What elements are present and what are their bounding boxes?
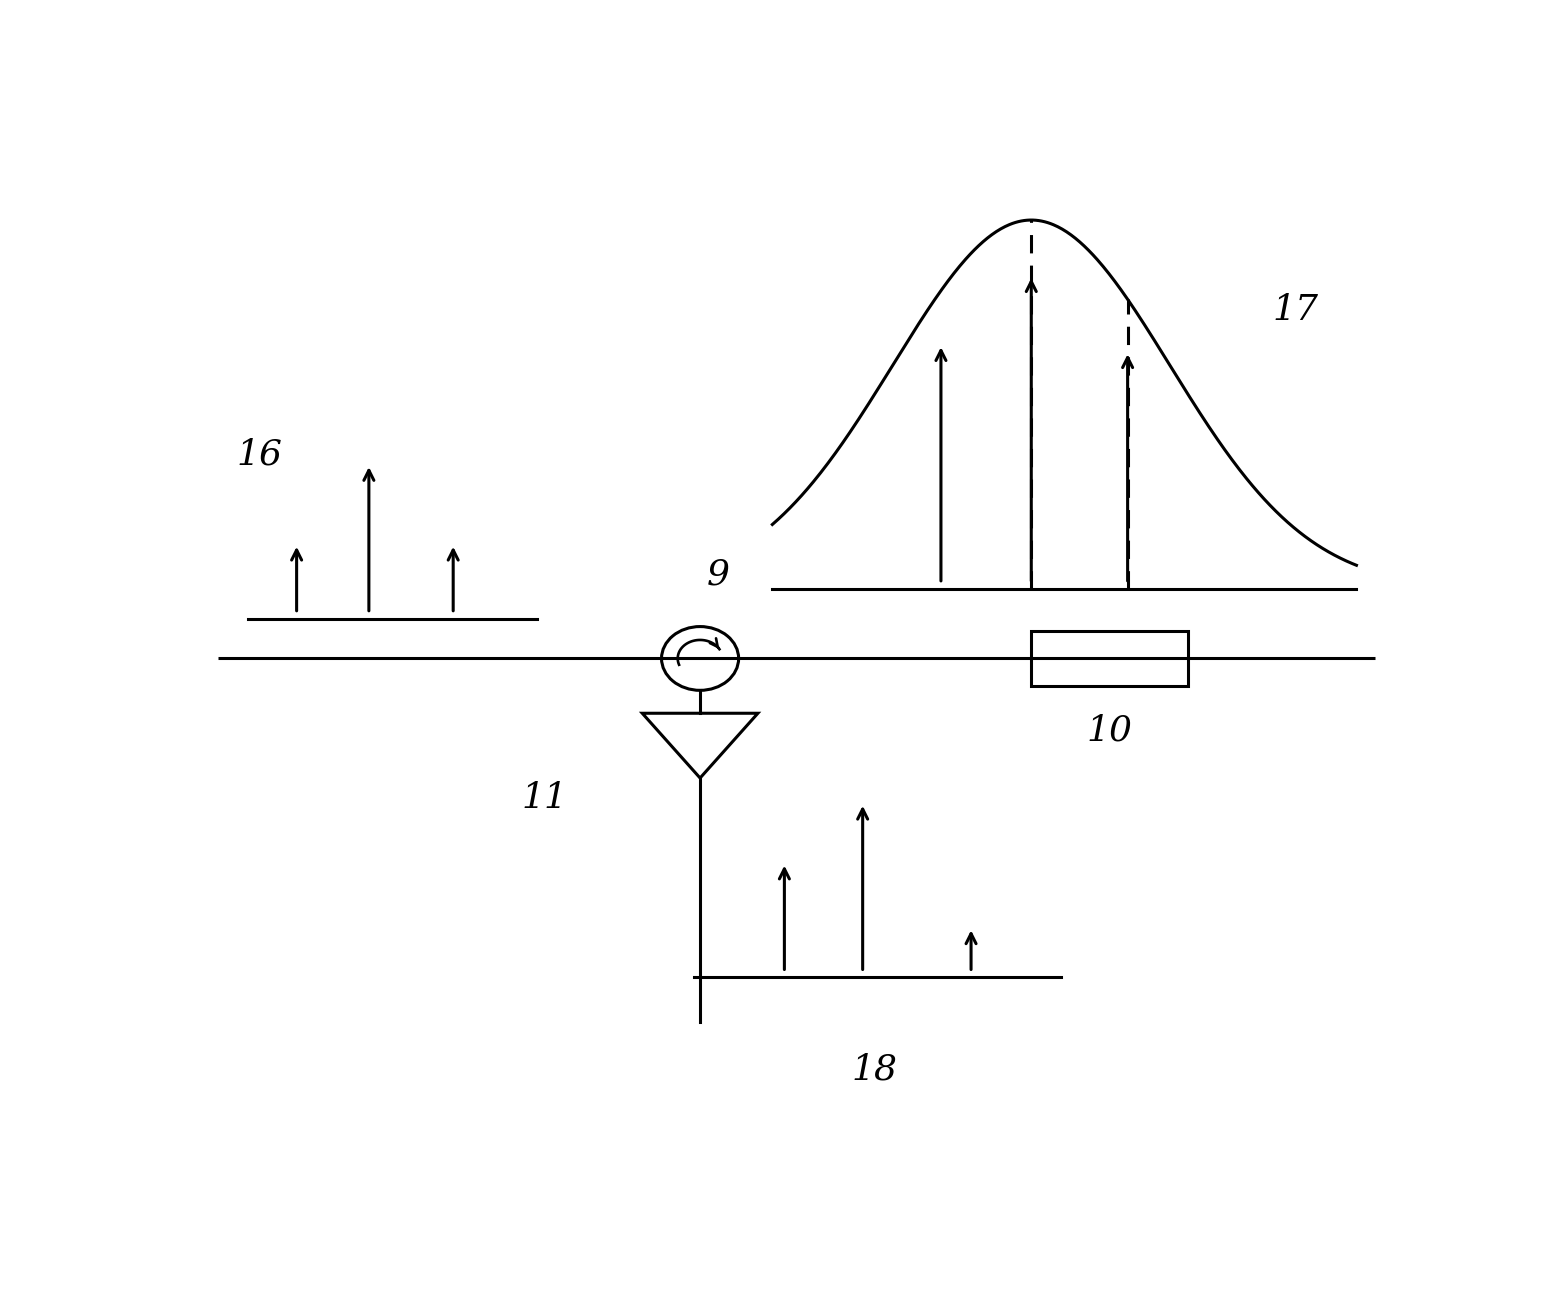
Bar: [1032, 630, 1187, 686]
Text: 17: 17: [1273, 292, 1318, 326]
Text: 9: 9: [707, 558, 730, 591]
Text: 16: 16: [236, 437, 283, 471]
Text: 10: 10: [1086, 713, 1133, 747]
Text: 18: 18: [852, 1052, 898, 1086]
Text: 11: 11: [522, 782, 567, 815]
